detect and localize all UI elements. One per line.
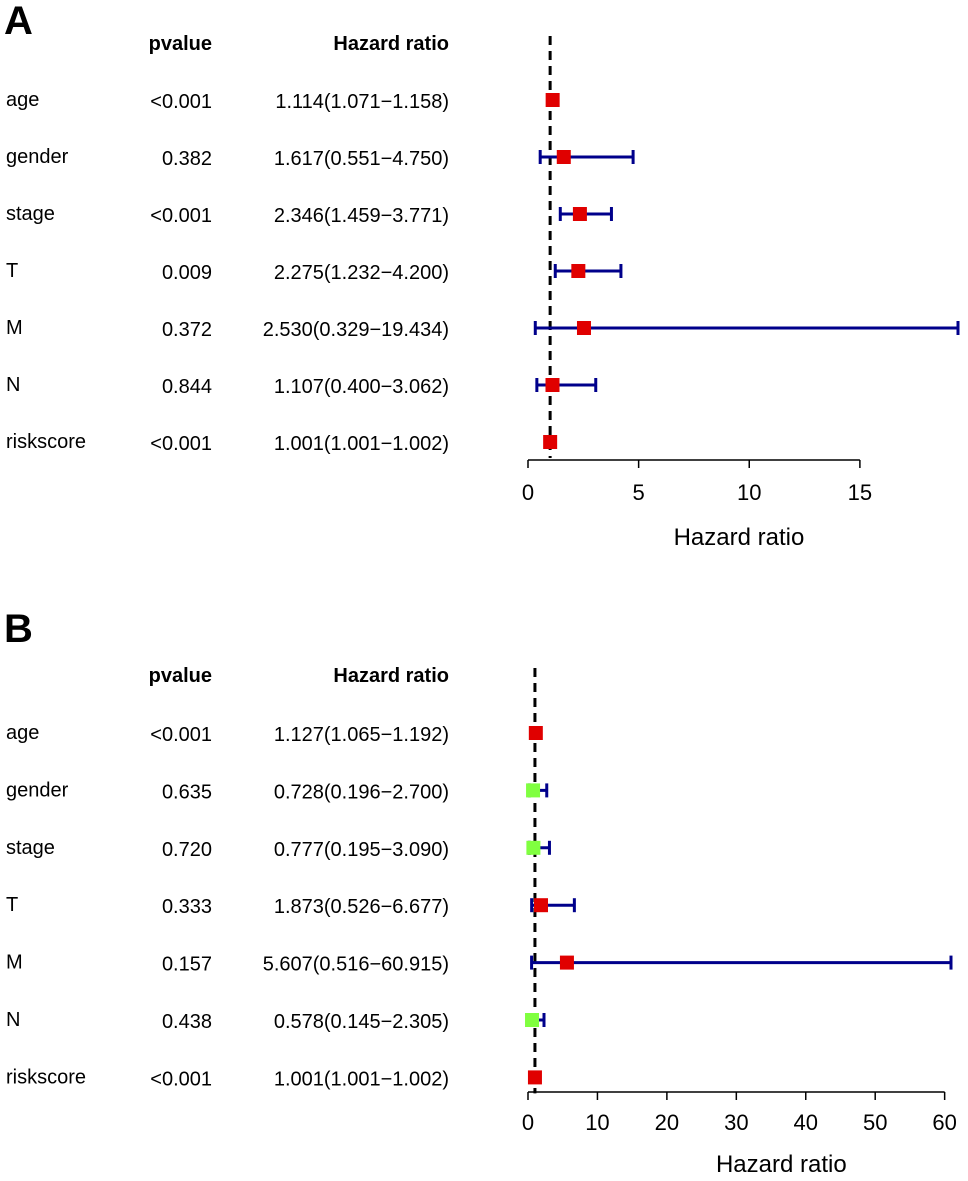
panel-b-row-stage-variable: stage: [6, 837, 55, 859]
panel-a-row-stage-hr-text: 2.346(1.459−3.771): [274, 205, 449, 227]
panel-b-x-tick-label-20: 20: [655, 1110, 679, 1135]
panel-b-row-age-pvalue: <0.001: [150, 724, 212, 746]
panel-b-row-m-pvalue: 0.157: [162, 954, 212, 976]
panel-b-row-riskscore-hr-text: 1.001(1.001−1.002): [274, 1068, 449, 1090]
panel-b-row-riskscore-hr-point: [527, 1070, 542, 1085]
panel-a-letter: A: [4, 0, 33, 43]
panel-a-row-riskscore-hr-text: 1.001(1.001−1.002): [274, 433, 449, 455]
panel-b-x-tick-label-40: 40: [794, 1110, 818, 1135]
panel-a-header-pvalue: pvalue: [149, 33, 212, 55]
panel-b-x-tick-label-60: 60: [932, 1110, 956, 1135]
panel-b-header-hazard-ratio: Hazard ratio: [333, 665, 449, 687]
panel-a-row-age-hr-text: 1.114(1.071−1.158): [275, 91, 449, 113]
panel-b-row-age-hr-point: [528, 726, 543, 740]
panel-b-row-n-pvalue: 0.438: [162, 1011, 212, 1033]
panel-b-x-tick-label-30: 30: [724, 1110, 748, 1135]
panel-a-row-n-hr-text: 1.107(0.400−3.062): [274, 376, 449, 398]
panel-b-row-riskscore-pvalue: <0.001: [150, 1068, 212, 1090]
panel-a-header-hazard-ratio: Hazard ratio: [333, 33, 449, 55]
panel-b-x-tick-label-0: 0: [522, 1110, 534, 1135]
panel-b-letter: B: [4, 607, 33, 651]
panel-b-row-t-hr-text: 1.873(0.526−6.677): [274, 896, 449, 918]
panel-a-x-tick-label-5: 5: [633, 480, 645, 505]
panel-b-row-gender-hr-text: 0.728(0.196−2.700): [274, 781, 449, 803]
panel-b-x-axis-title: Hazard ratio: [716, 1151, 847, 1178]
panel-b-x-tick-label-50: 50: [863, 1110, 887, 1135]
panel-a-row-gender-variable: gender: [6, 146, 69, 168]
panel-a-row-riskscore-variable: riskscore: [6, 431, 86, 453]
panel-a-row-t-variable: T: [6, 260, 18, 282]
panel-a-row-gender-hr-text: 1.617(0.551−4.750): [274, 148, 449, 170]
panel-a-row-t-pvalue: 0.009: [162, 262, 212, 284]
panel-b-row-riskscore-variable: riskscore: [6, 1066, 86, 1088]
panel-b-header-pvalue: pvalue: [149, 665, 212, 687]
panel-a-row-stage-hr-point: [572, 207, 587, 221]
panel-a-x-axis-title: Hazard ratio: [674, 524, 805, 551]
panel-a-x-tick-label-15: 15: [848, 480, 872, 505]
panel-a-row-riskscore-hr-point: [543, 435, 558, 449]
panel-a-row-age-pvalue: <0.001: [150, 91, 212, 113]
panel-a-row-stage-variable: stage: [6, 203, 55, 225]
panel-a-row-t-hr-point: [571, 264, 586, 278]
panel-b-row-m-hr-point: [559, 955, 574, 970]
panel-b-row-m-hr-text: 5.607(0.516−60.915): [263, 954, 449, 976]
panel-b-row-stage-hr-point: [526, 840, 541, 855]
panel-a-row-t-hr-text: 2.275(1.232−4.200): [274, 262, 449, 284]
panel-a-row-stage-pvalue: <0.001: [150, 205, 212, 227]
panel-b-row-t-variable: T: [6, 894, 18, 916]
panel-a-row-m-variable: M: [6, 317, 23, 339]
panel-a-row-gender-hr-point: [556, 150, 571, 164]
panel-b-row-n-hr-text: 0.578(0.145−2.305): [274, 1011, 449, 1033]
panel-a-row-m-pvalue: 0.372: [162, 319, 212, 341]
panel-b-row-m-variable: M: [6, 952, 23, 974]
panel-b-row-age-variable: age: [6, 722, 39, 744]
panel-b-row-gender-pvalue: 0.635: [162, 781, 212, 803]
panel-b-row-n-variable: N: [6, 1009, 20, 1031]
panel-b-row-t-pvalue: 0.333: [162, 896, 212, 918]
panel-b-row-stage-hr-text: 0.777(0.195−3.090): [274, 839, 449, 861]
panel-b-row-t-hr-point: [534, 898, 549, 913]
panel-b-row-n-hr-point: [525, 1013, 540, 1027]
panel-a-x-tick-label-10: 10: [737, 480, 761, 505]
panel-a-row-age-variable: age: [6, 89, 39, 111]
panel-a-row-n-hr-point: [545, 378, 560, 392]
panel-a-row-n-variable: N: [6, 374, 20, 396]
panel-b-row-gender-variable: gender: [6, 779, 69, 801]
panel-a-row-riskscore-pvalue: <0.001: [150, 433, 212, 455]
panel-a-x-tick-label-0: 0: [522, 480, 534, 505]
panel-a-row-m-hr-point: [576, 321, 591, 335]
panel-a-row-age-hr-point: [545, 93, 560, 107]
panel-b-row-stage-pvalue: 0.720: [162, 839, 212, 861]
panel-b-x-tick-label-10: 10: [585, 1110, 609, 1135]
panel-a-row-gender-pvalue: 0.382: [162, 148, 212, 170]
panel-b-row-age-hr-text: 1.127(1.065−1.192): [274, 724, 449, 746]
panel-a-row-n-pvalue: 0.844: [162, 376, 212, 398]
panel-a-row-m-hr-text: 2.530(0.329−19.434): [263, 319, 449, 341]
panel-b-row-gender-hr-point: [526, 783, 541, 798]
